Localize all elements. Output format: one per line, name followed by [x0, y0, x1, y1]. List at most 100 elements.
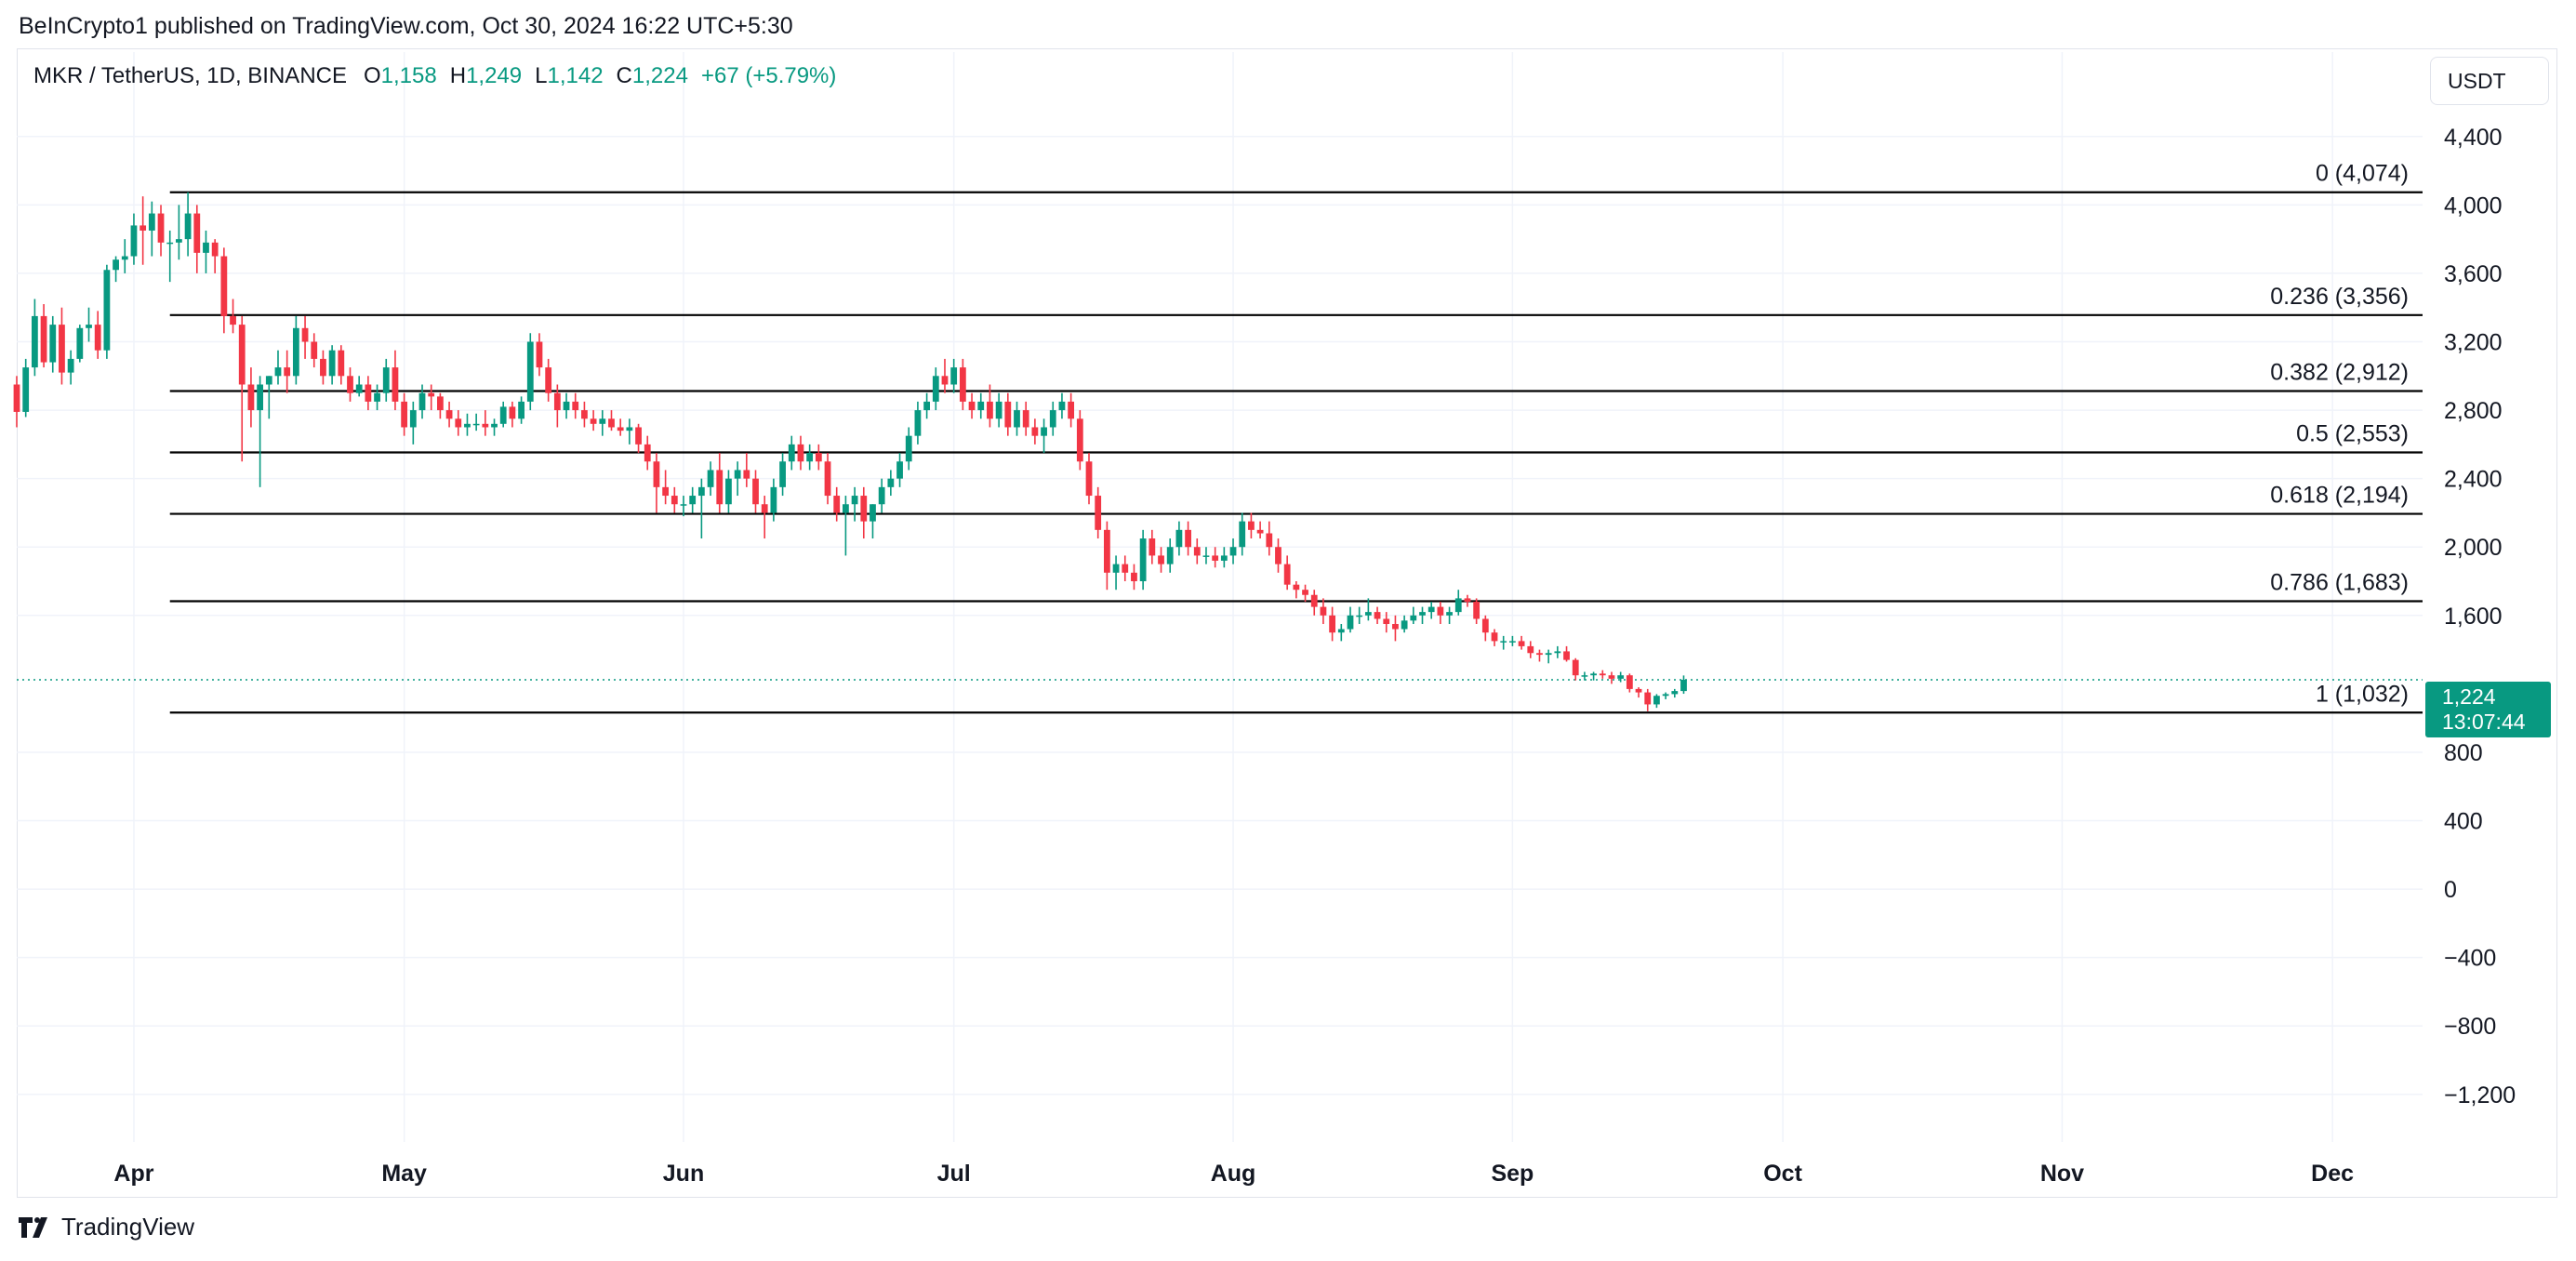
- open-value: 1,158: [380, 63, 437, 88]
- candle-up: [464, 413, 471, 436]
- candle-body: [526, 341, 534, 402]
- price-tick-label: −800: [2444, 1014, 2496, 1040]
- price-tick-label: 800: [2444, 740, 2483, 766]
- candle-body: [445, 410, 453, 419]
- time-tick-label: Dec: [2311, 1161, 2354, 1187]
- candle-body: [1464, 598, 1471, 603]
- candle-down: [157, 205, 165, 257]
- candle-body: [968, 401, 976, 411]
- candle-down: [1212, 547, 1219, 568]
- time-axis: Apr May Jun Jul Aug Sep Oct Nov Dec: [113, 1161, 2354, 1187]
- candle-down: [716, 453, 724, 513]
- candle-body: [1202, 555, 1210, 557]
- candle-down: [860, 486, 868, 539]
- candle-down: [987, 384, 993, 428]
- candle-up: [1166, 538, 1174, 573]
- candle-down: [1293, 581, 1300, 599]
- candle-down: [1158, 547, 1164, 573]
- candle-up: [950, 358, 958, 393]
- symbol-legend: MKR / TetherUS, 1D, BINANCE O 1,158 H 1,24…: [33, 63, 836, 89]
- candle-body: [211, 242, 219, 257]
- candle-body: [103, 270, 111, 351]
- candle-up: [499, 401, 507, 428]
- candle-down: [1329, 606, 1336, 642]
- candle-down: [284, 350, 291, 393]
- candle-down: [824, 453, 831, 505]
- candle-body: [1653, 696, 1660, 705]
- candle-body: [499, 406, 507, 424]
- candle-up: [788, 435, 795, 471]
- open-label: O: [363, 63, 381, 88]
- candle-up: [1337, 624, 1345, 642]
- candle-body: [274, 367, 282, 377]
- candle-body: [1419, 612, 1426, 616]
- candle-body: [184, 213, 192, 240]
- candle-body: [581, 410, 588, 419]
- candle-up: [870, 504, 876, 539]
- candle-body: [472, 423, 480, 426]
- candle-body: [1662, 694, 1669, 697]
- candle-down: [1608, 671, 1615, 684]
- candle-body: [1383, 618, 1390, 624]
- candle-up: [626, 418, 633, 445]
- candle-up: [1454, 590, 1462, 616]
- candle-up: [680, 496, 687, 517]
- candle-down: [553, 384, 561, 428]
- candle-down: [761, 496, 768, 539]
- candle-body: [1275, 547, 1281, 564]
- candle-body: [779, 461, 786, 487]
- candle-up: [878, 478, 885, 513]
- tradingview-logo[interactable]: TradingView: [19, 1213, 194, 1241]
- candle-up: [914, 401, 922, 445]
- candle-body: [1356, 615, 1363, 617]
- candle-up: [130, 213, 138, 265]
- high-value: 1,249: [466, 63, 523, 88]
- candle-up: [166, 230, 174, 283]
- publisher-line: BeInCrypto1 published on TradingView.com…: [19, 13, 793, 39]
- candle-body: [382, 367, 390, 393]
- candle-body: [31, 315, 38, 368]
- candle-down: [401, 392, 408, 436]
- price-tick-label: 4,400: [2444, 125, 2503, 151]
- candle-up: [1202, 547, 1210, 564]
- candle-body: [257, 384, 263, 411]
- candle-body: [1122, 564, 1129, 573]
- candle-up: [697, 478, 705, 539]
- candle-down: [482, 410, 489, 436]
- candle-body: [797, 444, 804, 462]
- candle-body: [905, 435, 912, 462]
- candle-down: [752, 470, 759, 513]
- fib-level-label: 0.236 (3,356): [2270, 284, 2409, 310]
- candle-up: [1175, 521, 1183, 556]
- candle-body: [896, 461, 903, 479]
- currency-button[interactable]: USDT: [2430, 57, 2549, 105]
- candle-body: [1581, 675, 1588, 677]
- candle-down: [365, 376, 372, 411]
- candle-up: [1680, 675, 1687, 695]
- candle-up: [923, 392, 930, 419]
- candle-body: [1536, 653, 1543, 656]
- candle-down: [1464, 594, 1471, 607]
- candle-down: [815, 444, 822, 471]
- candle-body: [806, 453, 814, 462]
- candle-down: [428, 384, 435, 411]
- candle-up: [472, 413, 480, 431]
- candle-down: [509, 401, 516, 428]
- candle-down: [635, 423, 642, 454]
- candle-body: [374, 392, 380, 402]
- candle-up: [1139, 529, 1147, 591]
- candle-up: [1049, 401, 1056, 436]
- candle-body: [824, 461, 831, 497]
- candle-down: [445, 401, 453, 428]
- candle-body: [238, 325, 246, 385]
- candle-body: [680, 504, 687, 506]
- low-label: L: [535, 63, 548, 88]
- candle-body: [950, 367, 958, 385]
- candle-up: [707, 461, 714, 497]
- candle-body: [292, 327, 299, 377]
- candle-down: [1310, 590, 1318, 616]
- candle-body: [1446, 612, 1453, 616]
- candle-up: [355, 376, 363, 397]
- candle-up: [76, 325, 84, 363]
